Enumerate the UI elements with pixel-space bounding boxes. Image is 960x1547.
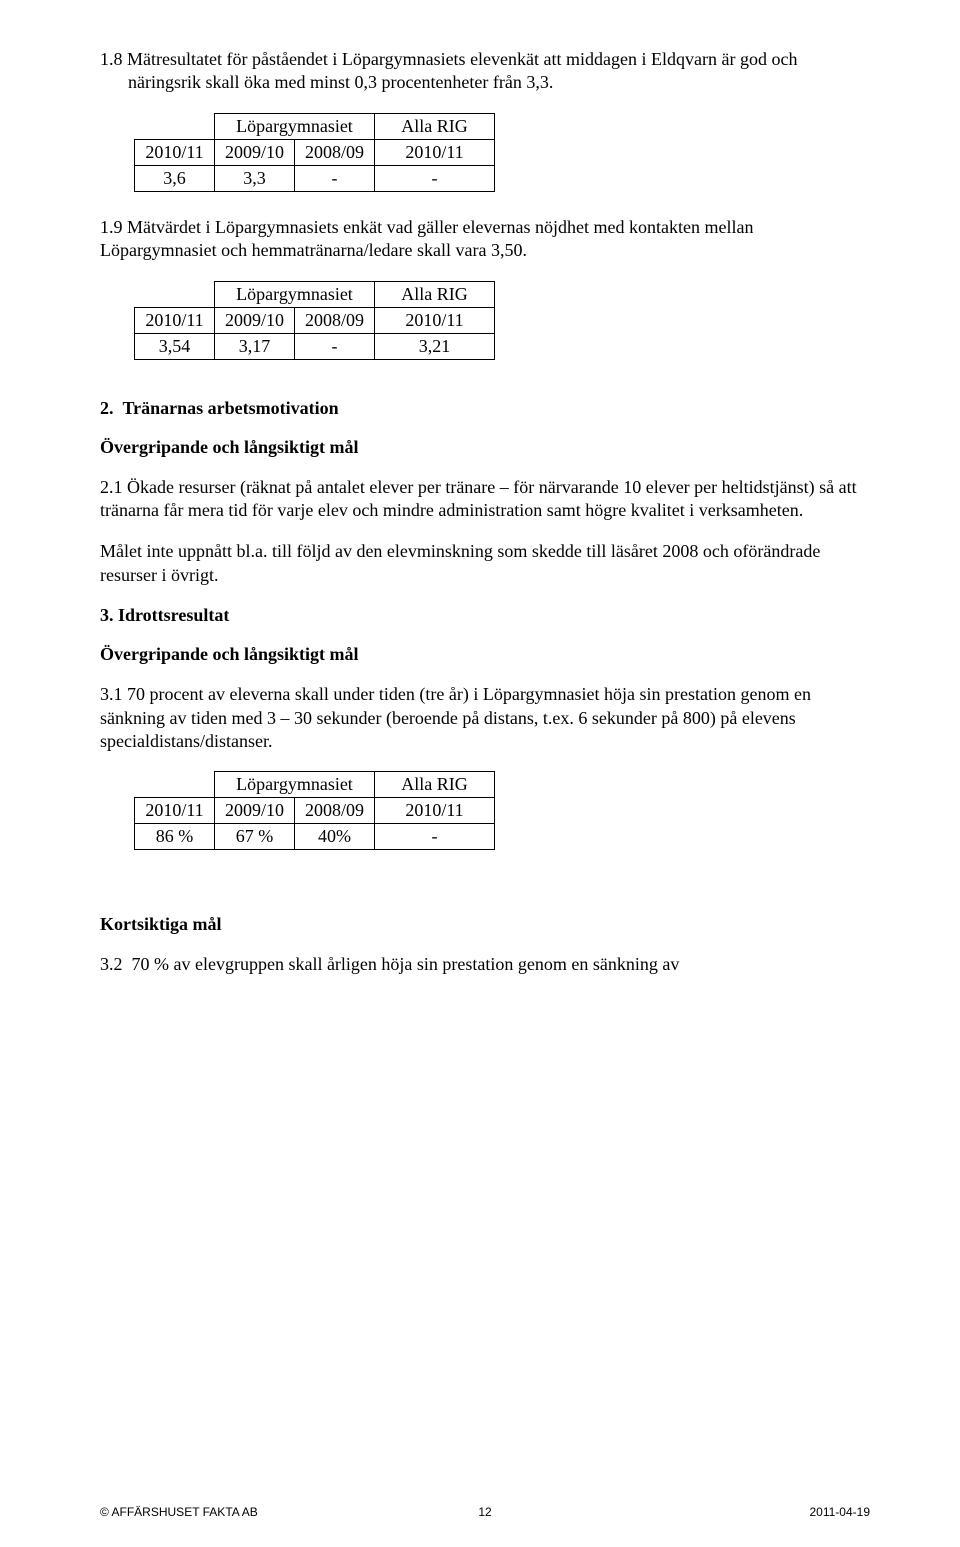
table-year: 2008/09 xyxy=(295,798,375,824)
table-year: 2009/10 xyxy=(215,139,295,165)
table-cell-empty xyxy=(135,772,215,798)
table-1-9: Löpargymnasiet Alla RIG 2010/11 2009/10 … xyxy=(134,281,495,360)
table-val: 3,6 xyxy=(135,165,215,191)
para-3-2: 3.2 70 % av elevgruppen skall årligen hö… xyxy=(100,953,870,976)
table-val: - xyxy=(375,824,495,850)
table-group-b: Alla RIG xyxy=(375,281,495,307)
table-group-a: Löpargymnasiet xyxy=(215,113,375,139)
table-year: 2010/11 xyxy=(135,798,215,824)
para-3-1: 3.1 70 procent av eleverna skall under t… xyxy=(100,683,870,753)
heading-2: 2. Tränarnas arbetsmotivation xyxy=(100,398,870,419)
table-val: 40% xyxy=(295,824,375,850)
table-val: - xyxy=(295,333,375,359)
table-year: 2009/10 xyxy=(215,798,295,824)
para-1-9: 1.9 Mätvärdet i Löpargymnasiets enkät va… xyxy=(100,216,870,263)
table-year: 2008/09 xyxy=(295,307,375,333)
table-group-a: Löpargymnasiet xyxy=(215,281,375,307)
table-year: 2010/11 xyxy=(135,139,215,165)
table-cell-empty xyxy=(135,113,215,139)
table-year: 2008/09 xyxy=(295,139,375,165)
para-mal-inte: Målet inte uppnått bl.a. till följd av d… xyxy=(100,540,870,587)
footer-left: © AFFÄRSHUSET FAKTA AB xyxy=(100,1505,258,1519)
table-year: 2010/11 xyxy=(375,307,495,333)
table-3-1: Löpargymnasiet Alla RIG 2010/11 2009/10 … xyxy=(134,771,495,850)
para-1-8: 1.8 Mätresultatet för påståendet i Löpar… xyxy=(100,48,870,95)
footer-date: 2011-04-19 xyxy=(810,1505,871,1519)
table-val: 3,21 xyxy=(375,333,495,359)
heading-kortsiktiga: Kortsiktiga mål xyxy=(100,914,870,935)
table-year: 2010/11 xyxy=(375,139,495,165)
table-year: 2010/11 xyxy=(135,307,215,333)
para-2-1: 2.1 Ökade resurser (räknat på antalet el… xyxy=(100,476,870,523)
table-val: - xyxy=(375,165,495,191)
table-group-a: Löpargymnasiet xyxy=(215,772,375,798)
table-val: 3,17 xyxy=(215,333,295,359)
table-val: 67 % xyxy=(215,824,295,850)
table-year: 2010/11 xyxy=(375,798,495,824)
subheading-overgripande-2: Övergripande och långsiktigt mål xyxy=(100,644,870,665)
page-footer: © AFFÄRSHUSET FAKTA AB 12 2011-04-19 xyxy=(100,1505,870,1519)
table-cell-empty xyxy=(135,281,215,307)
table-val: - xyxy=(295,165,375,191)
page: 1.8 Mätresultatet för påståendet i Löpar… xyxy=(0,0,960,1547)
table-year: 2009/10 xyxy=(215,307,295,333)
table-val: 3,3 xyxy=(215,165,295,191)
table-val: 86 % xyxy=(135,824,215,850)
heading-3: 3. Idrottsresultat xyxy=(100,605,870,626)
table-group-b: Alla RIG xyxy=(375,772,495,798)
subheading-overgripande-1: Övergripande och långsiktigt mål xyxy=(100,437,870,458)
table-1-8: Löpargymnasiet Alla RIG 2010/11 2009/10 … xyxy=(134,113,495,192)
table-val: 3,54 xyxy=(135,333,215,359)
table-group-b: Alla RIG xyxy=(375,113,495,139)
